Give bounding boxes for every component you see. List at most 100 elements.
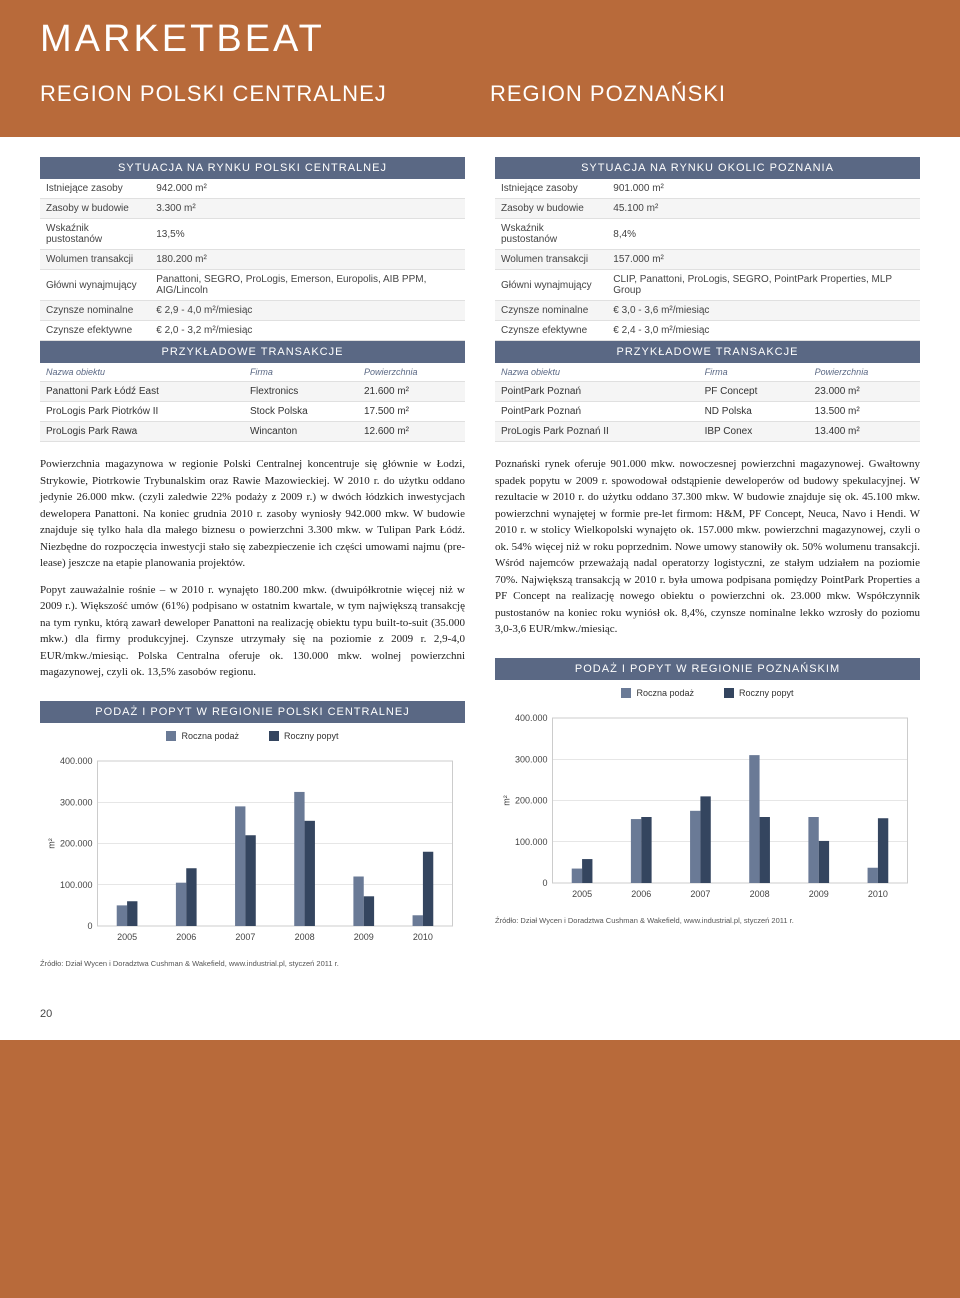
svg-text:100.000: 100.000 — [515, 836, 548, 846]
trans-cell: 13.400 m² — [809, 422, 920, 442]
trans-header-cell: Nazwa obiektu — [40, 363, 244, 382]
trans-header-cell: Powierzchnia — [358, 363, 465, 382]
left-legend-demand: Roczny popyt — [269, 731, 339, 741]
svg-text:2010: 2010 — [868, 889, 888, 899]
trans-cell: IBP Conex — [699, 422, 809, 442]
svg-text:400.000: 400.000 — [515, 713, 548, 723]
left-section2-header: PRZYKŁADOWE TRANSAKCJE — [40, 341, 465, 363]
stats-row: Zasoby w budowie3.300 m² — [40, 199, 465, 219]
svg-text:m²: m² — [502, 795, 512, 806]
trans-cell: Panattoni Park Łódź East — [40, 382, 244, 402]
left-column: SYTUACJA NA RYNKU POLSKI CENTRALNEJ Istn… — [40, 157, 465, 968]
stats-row: Zasoby w budowie45.100 m² — [495, 199, 920, 219]
left-body-text: Powierzchnia magazynowa w regionie Polsk… — [40, 456, 465, 681]
left-legend2-label: Roczny popyt — [284, 731, 339, 741]
stats-label: Zasoby w budowie — [495, 199, 607, 219]
svg-text:2009: 2009 — [354, 932, 374, 942]
svg-text:100.000: 100.000 — [60, 879, 93, 889]
stats-row: Wskaźnik pustostanów13,5% — [40, 219, 465, 250]
stats-row: Istniejące zasoby942.000 m² — [40, 179, 465, 199]
trans-header-row: Nazwa obiektuFirmaPowierzchnia — [495, 363, 920, 382]
stats-value: 942.000 m² — [150, 179, 465, 199]
header-band: MARKETBEAT REGION POLSKI CENTRALNEJ REGI… — [0, 0, 960, 137]
left-legend-supply: Roczna podaż — [166, 731, 239, 741]
trans-cell: Flextronics — [244, 382, 358, 402]
left-footnote: Źródło: Dział Wycen i Doradztwa Cushman … — [40, 959, 465, 968]
svg-text:300.000: 300.000 — [60, 797, 93, 807]
stats-row: Czynsze efektywne€ 2,0 - 3,2 m²/miesiąc — [40, 321, 465, 341]
right-trans-table: Nazwa obiektuFirmaPowierzchniaPointPark … — [495, 363, 920, 442]
svg-text:2006: 2006 — [176, 932, 196, 942]
right-legend: Roczna podaż Roczny popyt — [495, 688, 920, 698]
trans-header-cell: Firma — [244, 363, 358, 382]
trans-cell: 13.500 m² — [809, 402, 920, 422]
left-legend: Roczna podaż Roczny popyt — [40, 731, 465, 741]
brand-title: MARKETBEAT — [40, 18, 920, 61]
legend-swatch-supply — [166, 731, 176, 741]
stats-value: € 3,0 - 3,6 m²/miesiąc — [607, 301, 920, 321]
trans-cell: ProLogis Park Piotrków II — [40, 402, 244, 422]
right-chart-svg: 0100.000200.000300.000400.000m²200520062… — [495, 708, 920, 908]
right-legend-supply: Roczna podaż — [621, 688, 694, 698]
svg-text:200.000: 200.000 — [60, 838, 93, 848]
legend-swatch-supply — [621, 688, 631, 698]
svg-text:2010: 2010 — [413, 932, 433, 942]
page-number: 20 — [0, 998, 960, 1040]
stats-value: 157.000 m² — [607, 250, 920, 270]
right-legend-demand: Roczny popyt — [724, 688, 794, 698]
trans-header-cell: Powierzchnia — [809, 363, 920, 382]
trans-cell: 12.600 m² — [358, 422, 465, 442]
stats-value: 45.100 m² — [607, 199, 920, 219]
svg-text:2008: 2008 — [750, 889, 770, 899]
svg-text:0: 0 — [87, 921, 92, 931]
region-right-title: REGION POZNAŃSKI — [490, 81, 920, 107]
right-column: SYTUACJA NA RYNKU OKOLIC POZNANIA Istnie… — [495, 157, 920, 968]
svg-text:2005: 2005 — [117, 932, 137, 942]
left-stats-table: Istniejące zasoby942.000 m²Zasoby w budo… — [40, 179, 465, 341]
stats-label: Główni wynajmujący — [40, 270, 150, 301]
stats-row: Czynsze efektywne€ 2,4 - 3,0 m²/miesiąc — [495, 321, 920, 341]
right-section1-header: SYTUACJA NA RYNKU OKOLIC POZNANIA — [495, 157, 920, 179]
svg-text:m²: m² — [47, 838, 57, 849]
stats-row: Czynsze nominalne€ 2,9 - 4,0 m²/miesiąc — [40, 301, 465, 321]
trans-cell: 21.600 m² — [358, 382, 465, 402]
right-legend1-label: Roczna podaż — [636, 688, 694, 698]
left-section1-header: SYTUACJA NA RYNKU POLSKI CENTRALNEJ — [40, 157, 465, 179]
left-chart-svg: 0100.000200.000300.000400.000m²200520062… — [40, 751, 465, 951]
stats-label: Główni wynajmujący — [495, 270, 607, 301]
left-chart-section: PODAŻ I POPYT W REGIONIE POLSKI CENTRALN… — [40, 701, 465, 968]
trans-row: ProLogis Park Poznań IIIBP Conex13.400 m… — [495, 422, 920, 442]
left-para2: Popyt zauważalnie rośnie – w 2010 r. wyn… — [40, 582, 465, 681]
left-trans-table: Nazwa obiektuFirmaPowierzchnia Panattoni … — [40, 363, 465, 442]
region-titles: REGION POLSKI CENTRALNEJ REGION POZNAŃSK… — [40, 81, 920, 107]
stats-label: Istniejące zasoby — [495, 179, 607, 199]
left-chart: 0100.000200.000300.000400.000m²200520062… — [40, 751, 465, 951]
trans-header-cell: Firma — [699, 363, 809, 382]
stats-label: Czynsze nominalne — [40, 301, 150, 321]
stats-value: 8,4% — [607, 219, 920, 250]
stats-value: 180.200 m² — [150, 250, 465, 270]
stats-value: Panattoni, SEGRO, ProLogis, Emerson, Eur… — [150, 270, 465, 301]
stats-label: Zasoby w budowie — [40, 199, 150, 219]
trans-row: PointPark PoznańPF Concept23.000 m² — [495, 382, 920, 402]
svg-text:300.000: 300.000 — [515, 754, 548, 764]
stats-label: Wolumen transakcji — [40, 250, 150, 270]
trans-row: ProLogis Park Piotrków IIStock Polska17.… — [40, 402, 465, 422]
trans-cell: ProLogis Park Poznań II — [495, 422, 699, 442]
stats-value: 3.300 m² — [150, 199, 465, 219]
stats-value: € 2,0 - 3,2 m²/miesiąc — [150, 321, 465, 341]
svg-text:2005: 2005 — [572, 889, 592, 899]
trans-cell: PointPark Poznań — [495, 382, 699, 402]
stats-value: CLIP, Panattoni, ProLogis, SEGRO, PointP… — [607, 270, 920, 301]
stats-label: Wskaźnik pustostanów — [40, 219, 150, 250]
stats-value: € 2,9 - 4,0 m²/miesiąc — [150, 301, 465, 321]
stats-label: Istniejące zasoby — [40, 179, 150, 199]
right-body-text: Poznański rynek oferuje 901.000 mkw. now… — [495, 456, 920, 638]
right-chart: 0100.000200.000300.000400.000m²200520062… — [495, 708, 920, 908]
right-stats-table: Istniejące zasoby901.000 m²Zasoby w budo… — [495, 179, 920, 341]
trans-cell: PointPark Poznań — [495, 402, 699, 422]
right-section2-header: PRZYKŁADOWE TRANSAKCJE — [495, 341, 920, 363]
trans-row: PointPark PoznańND Polska13.500 m² — [495, 402, 920, 422]
svg-text:2006: 2006 — [631, 889, 651, 899]
trans-cell: ProLogis Park Rawa — [40, 422, 244, 442]
